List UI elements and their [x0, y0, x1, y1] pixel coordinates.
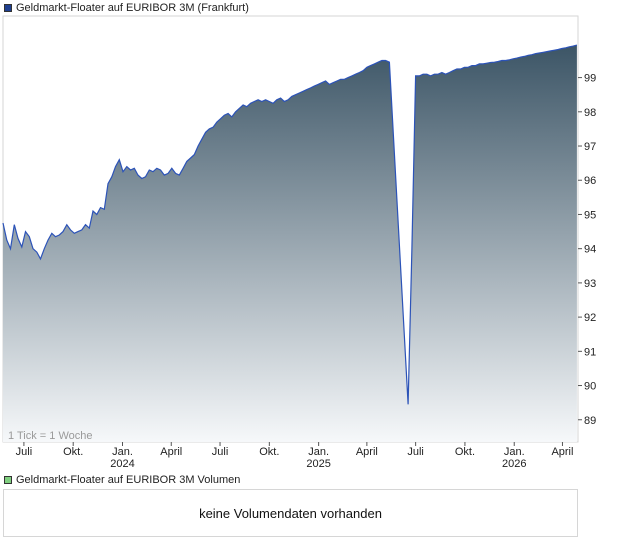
y-tick-label: 90	[584, 381, 596, 393]
volume-empty-message: keine Volumendaten vorhanden	[199, 505, 382, 521]
y-tick-label: 95	[584, 209, 596, 221]
y-tick-label: 99	[584, 73, 596, 85]
x-tick-label: Okt.	[259, 446, 279, 458]
x-year-label: 2026	[502, 458, 526, 470]
x-year-label: 2024	[110, 458, 134, 470]
volume-legend-swatch	[4, 476, 12, 484]
x-tick-label: Juli	[212, 446, 229, 458]
x-year-label: 2025	[306, 458, 330, 470]
tick-note: 1 Tick = 1 Woche	[8, 430, 92, 442]
y-tick-label: 92	[584, 312, 596, 324]
price-line	[2, 44, 578, 405]
y-tick-label: 93	[584, 278, 596, 290]
x-tick-label: Jan.	[112, 446, 133, 458]
x-tick-label: Jan.	[504, 446, 525, 458]
price-legend: Geldmarkt-Floater auf EURIBOR 3M (Frankf…	[4, 1, 249, 15]
x-tick-label: Juli	[407, 446, 424, 458]
y-tick-label: 97	[584, 141, 596, 153]
y-tick-label: 89	[584, 415, 596, 427]
price-legend-swatch	[4, 4, 12, 12]
x-tick-label: Okt.	[455, 446, 475, 458]
y-tick-label: 91	[584, 346, 596, 358]
y-tick-label: 94	[584, 244, 596, 256]
x-tick-label: Okt.	[63, 446, 83, 458]
volume-panel: keine Volumendaten vorhanden	[3, 489, 578, 537]
x-tick-label: April	[356, 446, 378, 458]
y-tick-label: 96	[584, 175, 596, 187]
y-tick-label: 98	[584, 107, 596, 119]
price-area	[3, 45, 577, 442]
x-tick-label: April	[160, 446, 182, 458]
x-tick-label: Juli	[16, 446, 33, 458]
volume-legend: Geldmarkt-Floater auf EURIBOR 3M Volumen	[4, 473, 240, 487]
x-tick-label: Jan.	[308, 446, 329, 458]
x-tick-label: April	[551, 446, 573, 458]
volume-legend-label: Geldmarkt-Floater auf EURIBOR 3M Volumen	[16, 474, 241, 486]
price-legend-label: Geldmarkt-Floater auf EURIBOR 3M (Frankf…	[16, 2, 249, 14]
